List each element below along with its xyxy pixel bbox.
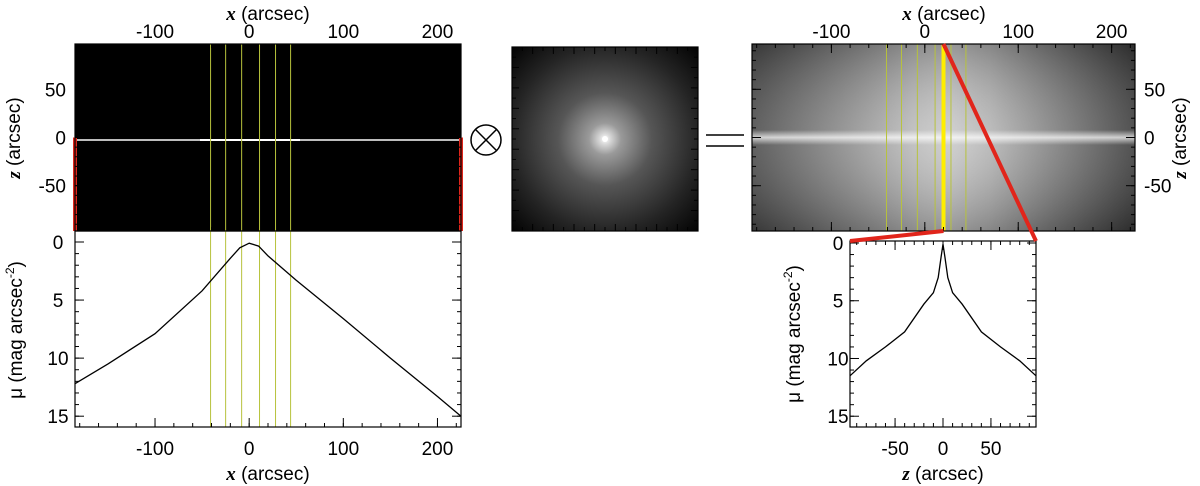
convolution-operator (470, 124, 502, 156)
convolved-ytick-label: -50 (1144, 177, 1171, 198)
major-xtick-label: 100 (327, 439, 359, 460)
equals-operator (706, 134, 744, 147)
major-axis-profile-ticks: -100 0 100 200 0 5 10 15 (47, 233, 461, 460)
minor-ytick-label: 10 (827, 349, 848, 370)
link-line-left (849, 229, 944, 243)
model-image-background (75, 44, 461, 231)
convolved-slits (886, 44, 967, 231)
minor-profile-xlabel: z (arcsec) (901, 464, 983, 485)
model-ytick-label: -50 (39, 177, 66, 198)
model-top-xlabel: x (arcsec) (225, 4, 309, 25)
major-ytick-label: 15 (47, 407, 68, 428)
minor-axis-profile-panel: -50 0 50 0 5 10 15 (827, 234, 1037, 460)
major-xtick-label: 200 (422, 439, 454, 460)
link-line-right (941, 43, 1038, 242)
convolved-top-xlabel: x (arcsec) (901, 4, 985, 25)
model-ylabel: z (arcsec) (4, 97, 25, 179)
convolved-ytick-label: 50 (1144, 80, 1165, 101)
convolved-ylabel: z (arcsec) (1170, 97, 1191, 179)
psf-panel (511, 46, 699, 232)
minor-axis-profile-line (849, 244, 1037, 377)
major-profile-xlabel: x (arcsec) (225, 464, 309, 485)
major-axis-profile-panel: -100 0 100 200 0 5 10 15 (47, 230, 462, 460)
major-axis-profile-line (74, 242, 462, 417)
major-ytick-label: 5 (53, 291, 64, 312)
psf-ticks (511, 46, 699, 232)
convolve-circle-icon (470, 124, 502, 156)
major-profile-ylabel: μ (mag arcsec-2) (3, 261, 27, 399)
minor-xtick-label: 0 (938, 439, 949, 460)
model-ytick-label: 0 (55, 129, 66, 150)
convolved-xtick-label: -100 (812, 22, 850, 43)
slit-to-profile-links (849, 43, 1038, 243)
model-image-ticks: -100 0 100 200 -50 0 50 (39, 22, 461, 231)
model-xtick-label: -100 (136, 22, 174, 43)
model-xtick-label: 100 (327, 22, 359, 43)
convolved-ytick-label: 0 (1144, 129, 1155, 150)
minor-xtick-label: -50 (881, 439, 908, 460)
minor-profile-ylabel: μ (mag arcsec-2) (781, 265, 805, 403)
convolved-xtick-label: 100 (1002, 22, 1034, 43)
minor-axis-profile-ticks: -50 0 50 0 5 10 15 (827, 234, 1036, 460)
major-ytick-label: 0 (53, 233, 64, 254)
major-axis-profile-frame (74, 230, 462, 428)
minor-ytick-label: 15 (827, 407, 848, 428)
minor-xtick-label: 50 (980, 439, 1001, 460)
convolve-cross-b (474, 128, 498, 152)
major-xtick-label: 0 (244, 439, 255, 460)
model-xtick-label: 200 (422, 22, 454, 43)
minor-ytick-label: 0 (833, 234, 844, 255)
convolved-image-panel: -100 0 100 200 -50 0 50 (751, 22, 1171, 232)
major-xtick-label: -100 (136, 439, 174, 460)
major-ytick-label: 10 (47, 349, 68, 370)
convolved-xtick-label: 200 (1096, 22, 1128, 43)
model-xtick-label: 0 (244, 22, 255, 43)
minor-axis-profile-frame (849, 240, 1037, 428)
model-slits (210, 44, 292, 231)
model-image-panel: -100 0 100 200 -50 0 50 (39, 22, 463, 232)
psf-core (602, 136, 608, 142)
model-ytick-label: 50 (45, 80, 66, 101)
minor-ytick-label: 5 (833, 292, 844, 313)
convolved-image-ticks: -100 0 100 200 -50 0 50 (752, 22, 1171, 231)
convolved-xtick-label: 0 (920, 22, 931, 43)
profile-slits (210, 231, 292, 427)
